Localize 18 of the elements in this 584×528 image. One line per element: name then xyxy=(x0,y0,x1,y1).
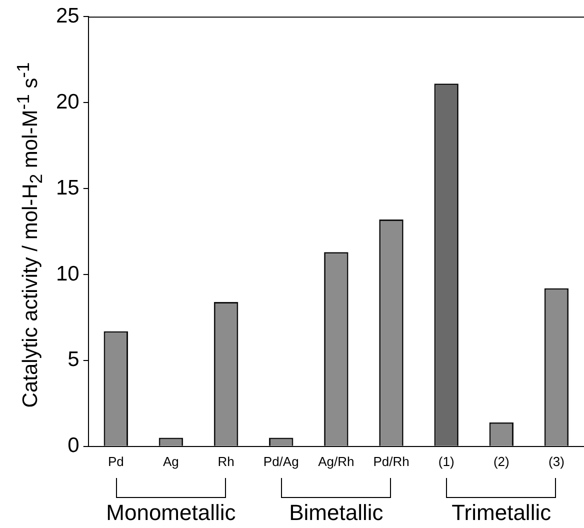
x-tick-label: Pd/Ag xyxy=(263,454,299,469)
x-tick-label: Pd xyxy=(108,454,124,469)
x-tick-label: Rh xyxy=(218,454,234,469)
text: Trimetallic xyxy=(452,500,552,526)
y-tick-label: 10 xyxy=(56,262,80,286)
x-tick-label: (2) xyxy=(493,454,510,469)
y-tick-label: 0 xyxy=(68,434,80,458)
x-tick-label: Pd/Rh xyxy=(373,454,410,469)
y-tick-label: 25 xyxy=(56,4,80,28)
text: Bimetallic xyxy=(289,500,384,526)
y-tick-label: 20 xyxy=(56,90,80,114)
x-tick-label: (1) xyxy=(438,454,454,469)
x-tick-label: Ag/Rh xyxy=(318,454,354,469)
x-tick-label: Ag xyxy=(163,454,179,469)
x-tick-label: (3) xyxy=(548,454,564,469)
text: Monometallic xyxy=(106,500,236,526)
y-tick-label: 5 xyxy=(68,348,80,372)
y-tick-label: 15 xyxy=(56,176,80,200)
